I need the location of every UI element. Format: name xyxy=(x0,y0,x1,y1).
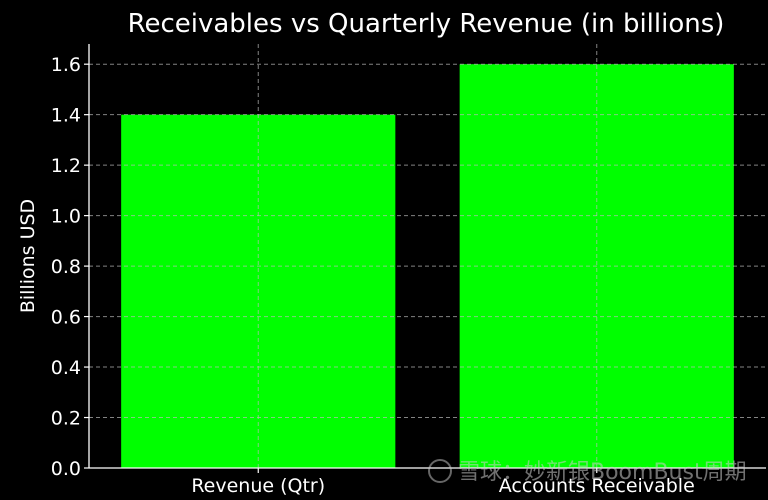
y-axis-label: Billions USD xyxy=(17,199,39,313)
x-tick-label: Revenue (Qtr) xyxy=(191,475,325,497)
watermark-text: 雪球：妙新银BoomBust周期 xyxy=(458,460,747,485)
y-tick-label: 1.0 xyxy=(51,206,81,228)
y-tick-label: 0.0 xyxy=(51,458,81,480)
x-tick-labels: Revenue (Qtr) Accounts Receivable xyxy=(191,468,695,497)
y-tick-label: 0.6 xyxy=(51,307,81,329)
y-tick-label: 1.4 xyxy=(51,105,81,127)
grid-lines xyxy=(89,44,766,468)
watermark: 雪球：妙新银BoomBust周期 xyxy=(428,459,747,485)
y-tick-label: 0.8 xyxy=(51,256,81,278)
watermark-logo-icon xyxy=(428,459,452,483)
y-tick-label: 0.4 xyxy=(51,357,81,379)
y-tick-label: 1.2 xyxy=(51,155,81,177)
y-tick-labels: 0.0 0.2 0.4 0.6 0.8 1.0 1.2 1.4 1.6 xyxy=(51,54,89,480)
y-tick-label: 0.2 xyxy=(51,408,81,430)
chart-title: Receivables vs Quarterly Revenue (in bil… xyxy=(128,9,725,39)
y-tick-label: 1.6 xyxy=(51,54,81,76)
x-tick-label: Accounts Receivable xyxy=(499,475,695,497)
